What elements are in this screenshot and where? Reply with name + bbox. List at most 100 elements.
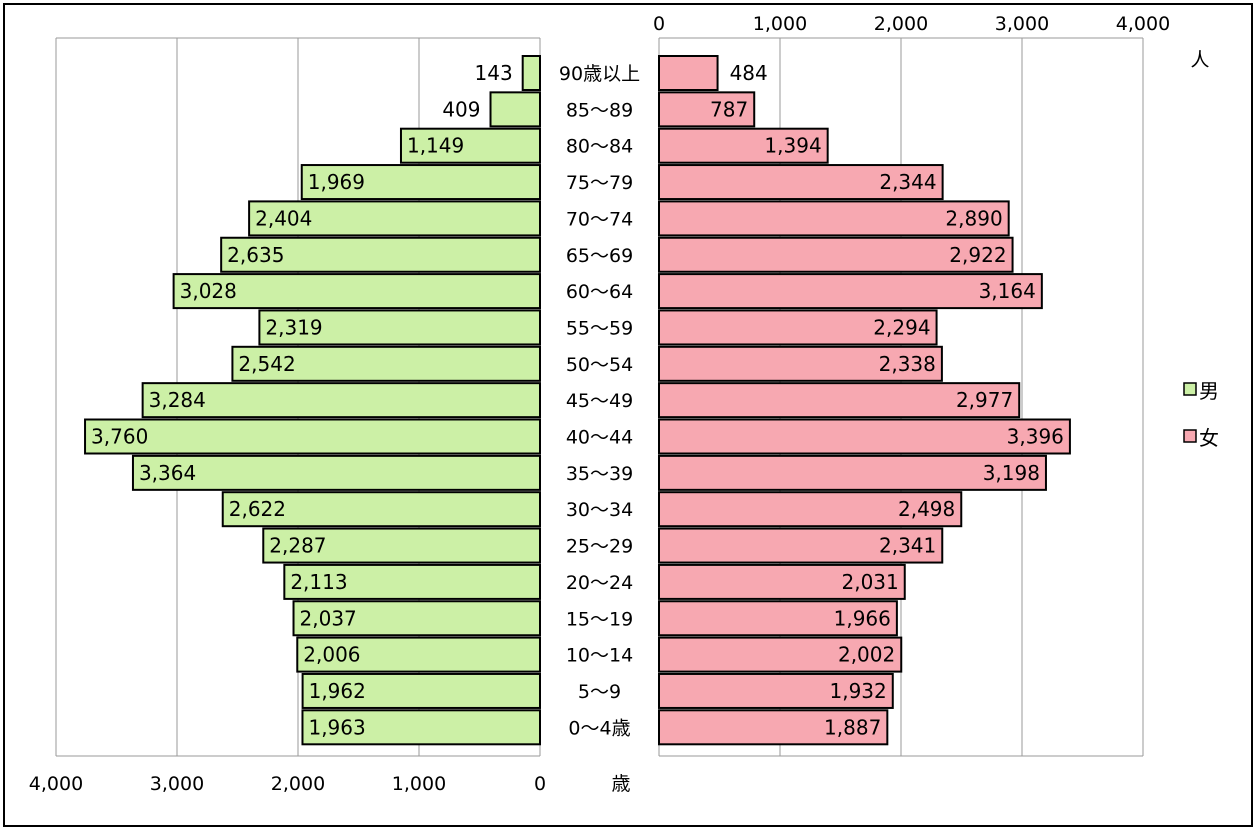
male-value-label: 3,760 [91, 425, 148, 449]
left-axis-tick-label: 4,000 [29, 773, 83, 795]
male-bar [292, 600, 542, 637]
age-group-label: 15～19 [566, 608, 633, 630]
female-value-label: 2,344 [879, 170, 936, 194]
male-value-label: 143 [475, 61, 513, 85]
female-value-label: 3,198 [983, 461, 1040, 485]
age-group-label: 80～84 [566, 136, 633, 158]
female-value-label: 3,396 [1007, 425, 1064, 449]
male-bar [296, 636, 541, 673]
age-group-label: 60～64 [566, 281, 633, 303]
male-value-label: 1,962 [309, 679, 366, 703]
male-value-label: 3,284 [149, 388, 206, 412]
right-axis-tick-label: 0 [653, 13, 665, 35]
age-group-label: 45～49 [566, 390, 633, 412]
age-axis-unit-label: 歳 [611, 773, 630, 795]
age-group-label: 85～89 [566, 99, 633, 121]
female-value-label: 1,887 [824, 715, 881, 739]
male-value-label: 2,622 [229, 497, 286, 521]
male-value-label: 2,037 [300, 606, 357, 630]
female-value-label: 2,002 [838, 643, 895, 667]
female-bar [658, 164, 944, 201]
female-value-label: 1,394 [764, 134, 821, 158]
female-value-label: 2,498 [898, 497, 955, 521]
male-bar [258, 309, 541, 346]
male-bar [84, 418, 541, 455]
age-group-label: 55～59 [566, 317, 633, 339]
female-value-label: 3,164 [979, 279, 1036, 303]
female-value-label: 787 [710, 97, 748, 121]
female-bar [658, 55, 719, 91]
male-value-label: 3,028 [180, 279, 237, 303]
male-bar [283, 563, 541, 600]
left-axis-tick-label: 0 [534, 773, 546, 795]
age-group-label: 30～34 [566, 499, 633, 521]
age-group-label: 5～9 [578, 681, 621, 703]
male-bar [521, 55, 542, 91]
left-axis-tick-label: 1,000 [392, 773, 446, 795]
right-axis-tick-label: 4,000 [1116, 13, 1170, 35]
male-value-label: 2,287 [269, 534, 326, 558]
male-bar [399, 127, 542, 164]
male-bar [300, 164, 541, 201]
age-group-label: 20～24 [566, 572, 633, 594]
age-group-label: 90歳以上 [559, 63, 640, 85]
right-axis-tick-label: 2,000 [874, 13, 928, 35]
female-bar [658, 454, 1047, 491]
age-group-label: 70～74 [566, 208, 633, 230]
legend-label-female: 女 [1199, 426, 1219, 450]
female-value-label: 484 [730, 61, 768, 85]
female-value-label: 2,294 [873, 315, 930, 339]
legend: 男 女 [1183, 379, 1219, 450]
female-value-label: 2,031 [841, 570, 898, 594]
age-group-label: 75～79 [566, 172, 633, 194]
female-bar [658, 636, 903, 673]
female-value-label: 2,890 [945, 206, 1002, 230]
male-bar [221, 491, 541, 528]
female-bar [658, 127, 829, 164]
legend-swatch-female [1183, 429, 1197, 443]
male-bar [220, 236, 541, 273]
male-bar [231, 345, 541, 382]
age-group-label: 50～54 [566, 354, 633, 376]
female-bar [658, 345, 943, 382]
legend-label-male: 男 [1199, 379, 1219, 403]
male-bar [141, 382, 542, 419]
female-bar [658, 236, 1014, 273]
right-axis-tick-label: 1,000 [753, 13, 807, 35]
right-axis-tick-label: 3,000 [995, 13, 1049, 35]
male-bar [301, 672, 541, 709]
female-value-label: 2,341 [879, 534, 936, 558]
female-bar [658, 91, 756, 128]
left-axis-tick-label: 2,000 [271, 773, 325, 795]
female-value-label: 2,922 [949, 243, 1006, 267]
age-group-label: 35～39 [566, 463, 633, 485]
male-bar [489, 91, 541, 128]
male-value-label: 2,635 [227, 243, 284, 267]
male-value-label: 3,364 [139, 461, 196, 485]
male-bar [262, 527, 541, 564]
female-bar [658, 491, 963, 528]
female-value-label: 2,977 [956, 388, 1013, 412]
male-value-label: 1,969 [308, 170, 365, 194]
female-bar [658, 309, 938, 346]
male-value-label: 409 [442, 97, 480, 121]
right-axis-unit-label: 人 [1190, 49, 1209, 71]
male-value-label: 2,006 [303, 643, 360, 667]
female-value-label: 2,338 [879, 352, 936, 376]
male-value-label: 1,963 [308, 715, 365, 739]
female-bar [658, 200, 1010, 237]
female-bar [658, 273, 1043, 310]
male-value-label: 2,404 [255, 206, 312, 230]
female-bar [658, 672, 894, 709]
age-group-label: 10～14 [566, 645, 633, 667]
female-value-label: 1,966 [834, 606, 891, 630]
age-group-label: 25～29 [566, 536, 633, 558]
male-value-label: 2,319 [265, 315, 322, 339]
female-bar [658, 382, 1021, 419]
female-bar [658, 563, 906, 600]
male-bar [131, 454, 541, 491]
male-value-label: 2,542 [238, 352, 295, 376]
age-group-label: 40～44 [566, 427, 633, 449]
chart-frame: 4,000 3,000 2,000 1,000 0 0 1,000 2,000 3,000 4,0… [3, 3, 1253, 827]
